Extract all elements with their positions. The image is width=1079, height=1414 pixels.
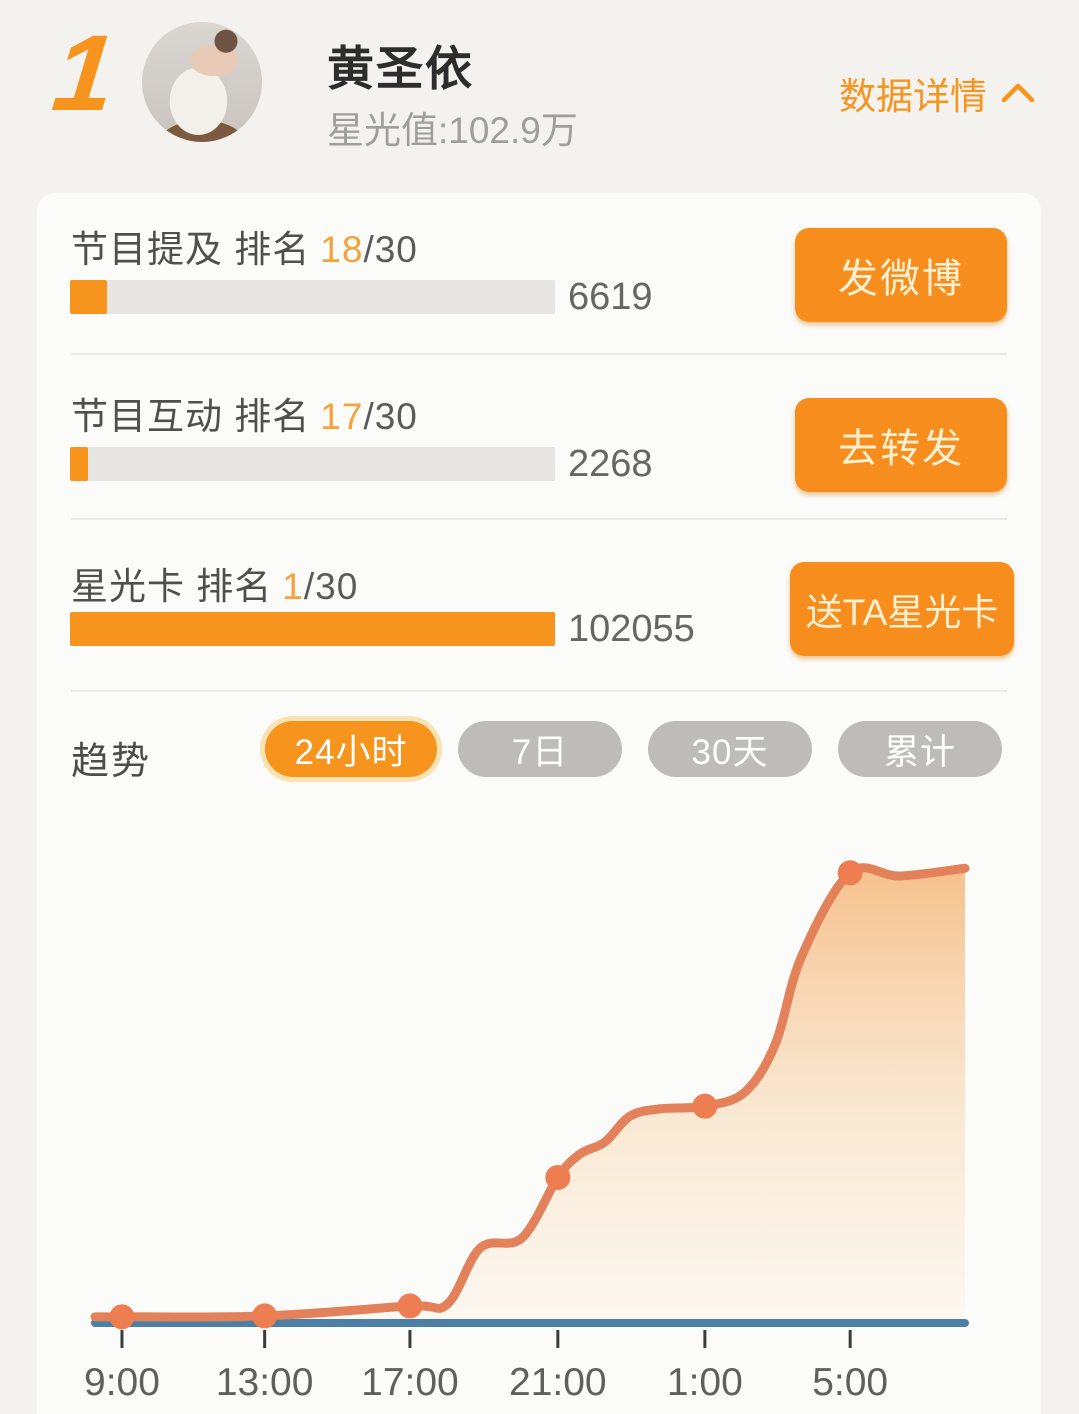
x-axis-label: 1:00 [667,1361,743,1404]
rank-number: 1 [47,12,121,133]
chart-marker [252,1303,278,1329]
stat-row-starcard-label: 星光卡 排名 1/30 [71,556,358,610]
divider [71,353,1007,355]
header: 1 黄圣依 星光值:102.9万 数据详情 [0,0,1079,193]
stat-rank-total: /30 [363,229,418,270]
data-detail-link[interactable]: 数据详情 [839,66,1035,120]
divider [71,690,1007,692]
stat-row-mentions-label: 节目提及 排名 18/30 [71,219,418,273]
avatar[interactable] [142,22,262,142]
stats-card: 节目提及 排名 18/30 6619 发微博 节目互动 排名 17/30 2268 … [37,193,1041,1414]
trend-tab-7d[interactable]: 7日 [458,721,622,777]
stat-rank: 1 [282,566,304,607]
mentions-bar-fill [70,280,107,314]
divider [71,518,1007,520]
interaction-bar-track [70,447,555,481]
chart-marker [397,1293,423,1319]
interaction-value: 2268 [568,442,653,485]
x-axis-label: 5:00 [812,1361,888,1404]
celebrity-name: 黄圣依 [327,42,474,95]
chart-line [90,863,970,1322]
x-axis-label: 9:00 [84,1361,160,1404]
mentions-bar-track [70,280,555,314]
data-detail-label: 数据详情 [839,76,987,117]
stat-rank-total: /30 [363,396,418,437]
star-value: 星光值:102.9万 [327,110,578,151]
trend-chart-svg: 9:00 13:00 17:00 21:00 1:00 5:00 [84,860,970,1404]
trend-chart: 9:00 13:00 17:00 21:00 1:00 5:00 [37,800,1041,1414]
mentions-value: 6619 [568,275,653,318]
starcard-value: 102055 [568,607,695,650]
stat-label-text: 节目提及 排名 [71,229,311,270]
trend-tab-24h[interactable]: 24小时 [265,721,437,777]
chart-marker [837,860,863,886]
interaction-bar-fill [70,447,88,481]
starcard-bar-track [70,612,555,646]
send-starcard-button[interactable]: 送TA星光卡 [790,562,1014,656]
stat-label-text: 星光卡 排名 [71,566,273,607]
x-axis-label: 13:00 [216,1361,314,1404]
trend-tab-30d[interactable]: 30天 [648,721,812,777]
trend-label: 趋势 [71,741,152,783]
stat-rank: 18 [320,229,364,270]
stat-rank: 17 [320,396,364,437]
x-axis-label: 21:00 [509,1361,607,1404]
chart-marker [109,1304,135,1330]
stat-rank-total: /30 [303,566,359,607]
stat-row-interaction-label: 节目互动 排名 17/30 [71,386,418,440]
chart-plot: 9:00 13:00 17:00 21:00 1:00 5:00 [84,860,970,1404]
repost-button[interactable]: 去转发 [795,398,1007,492]
post-weibo-button[interactable]: 发微博 [795,228,1007,322]
chart-marker [545,1164,571,1190]
chevron-up-icon [1001,82,1035,104]
trend-tab-total[interactable]: 累计 [838,721,1002,777]
starcard-bar-fill [70,612,555,646]
x-axis-label: 17:00 [361,1361,459,1404]
chart-area-fill [95,867,965,1320]
stat-label-text: 节目互动 排名 [71,396,311,437]
chart-marker [692,1093,718,1119]
